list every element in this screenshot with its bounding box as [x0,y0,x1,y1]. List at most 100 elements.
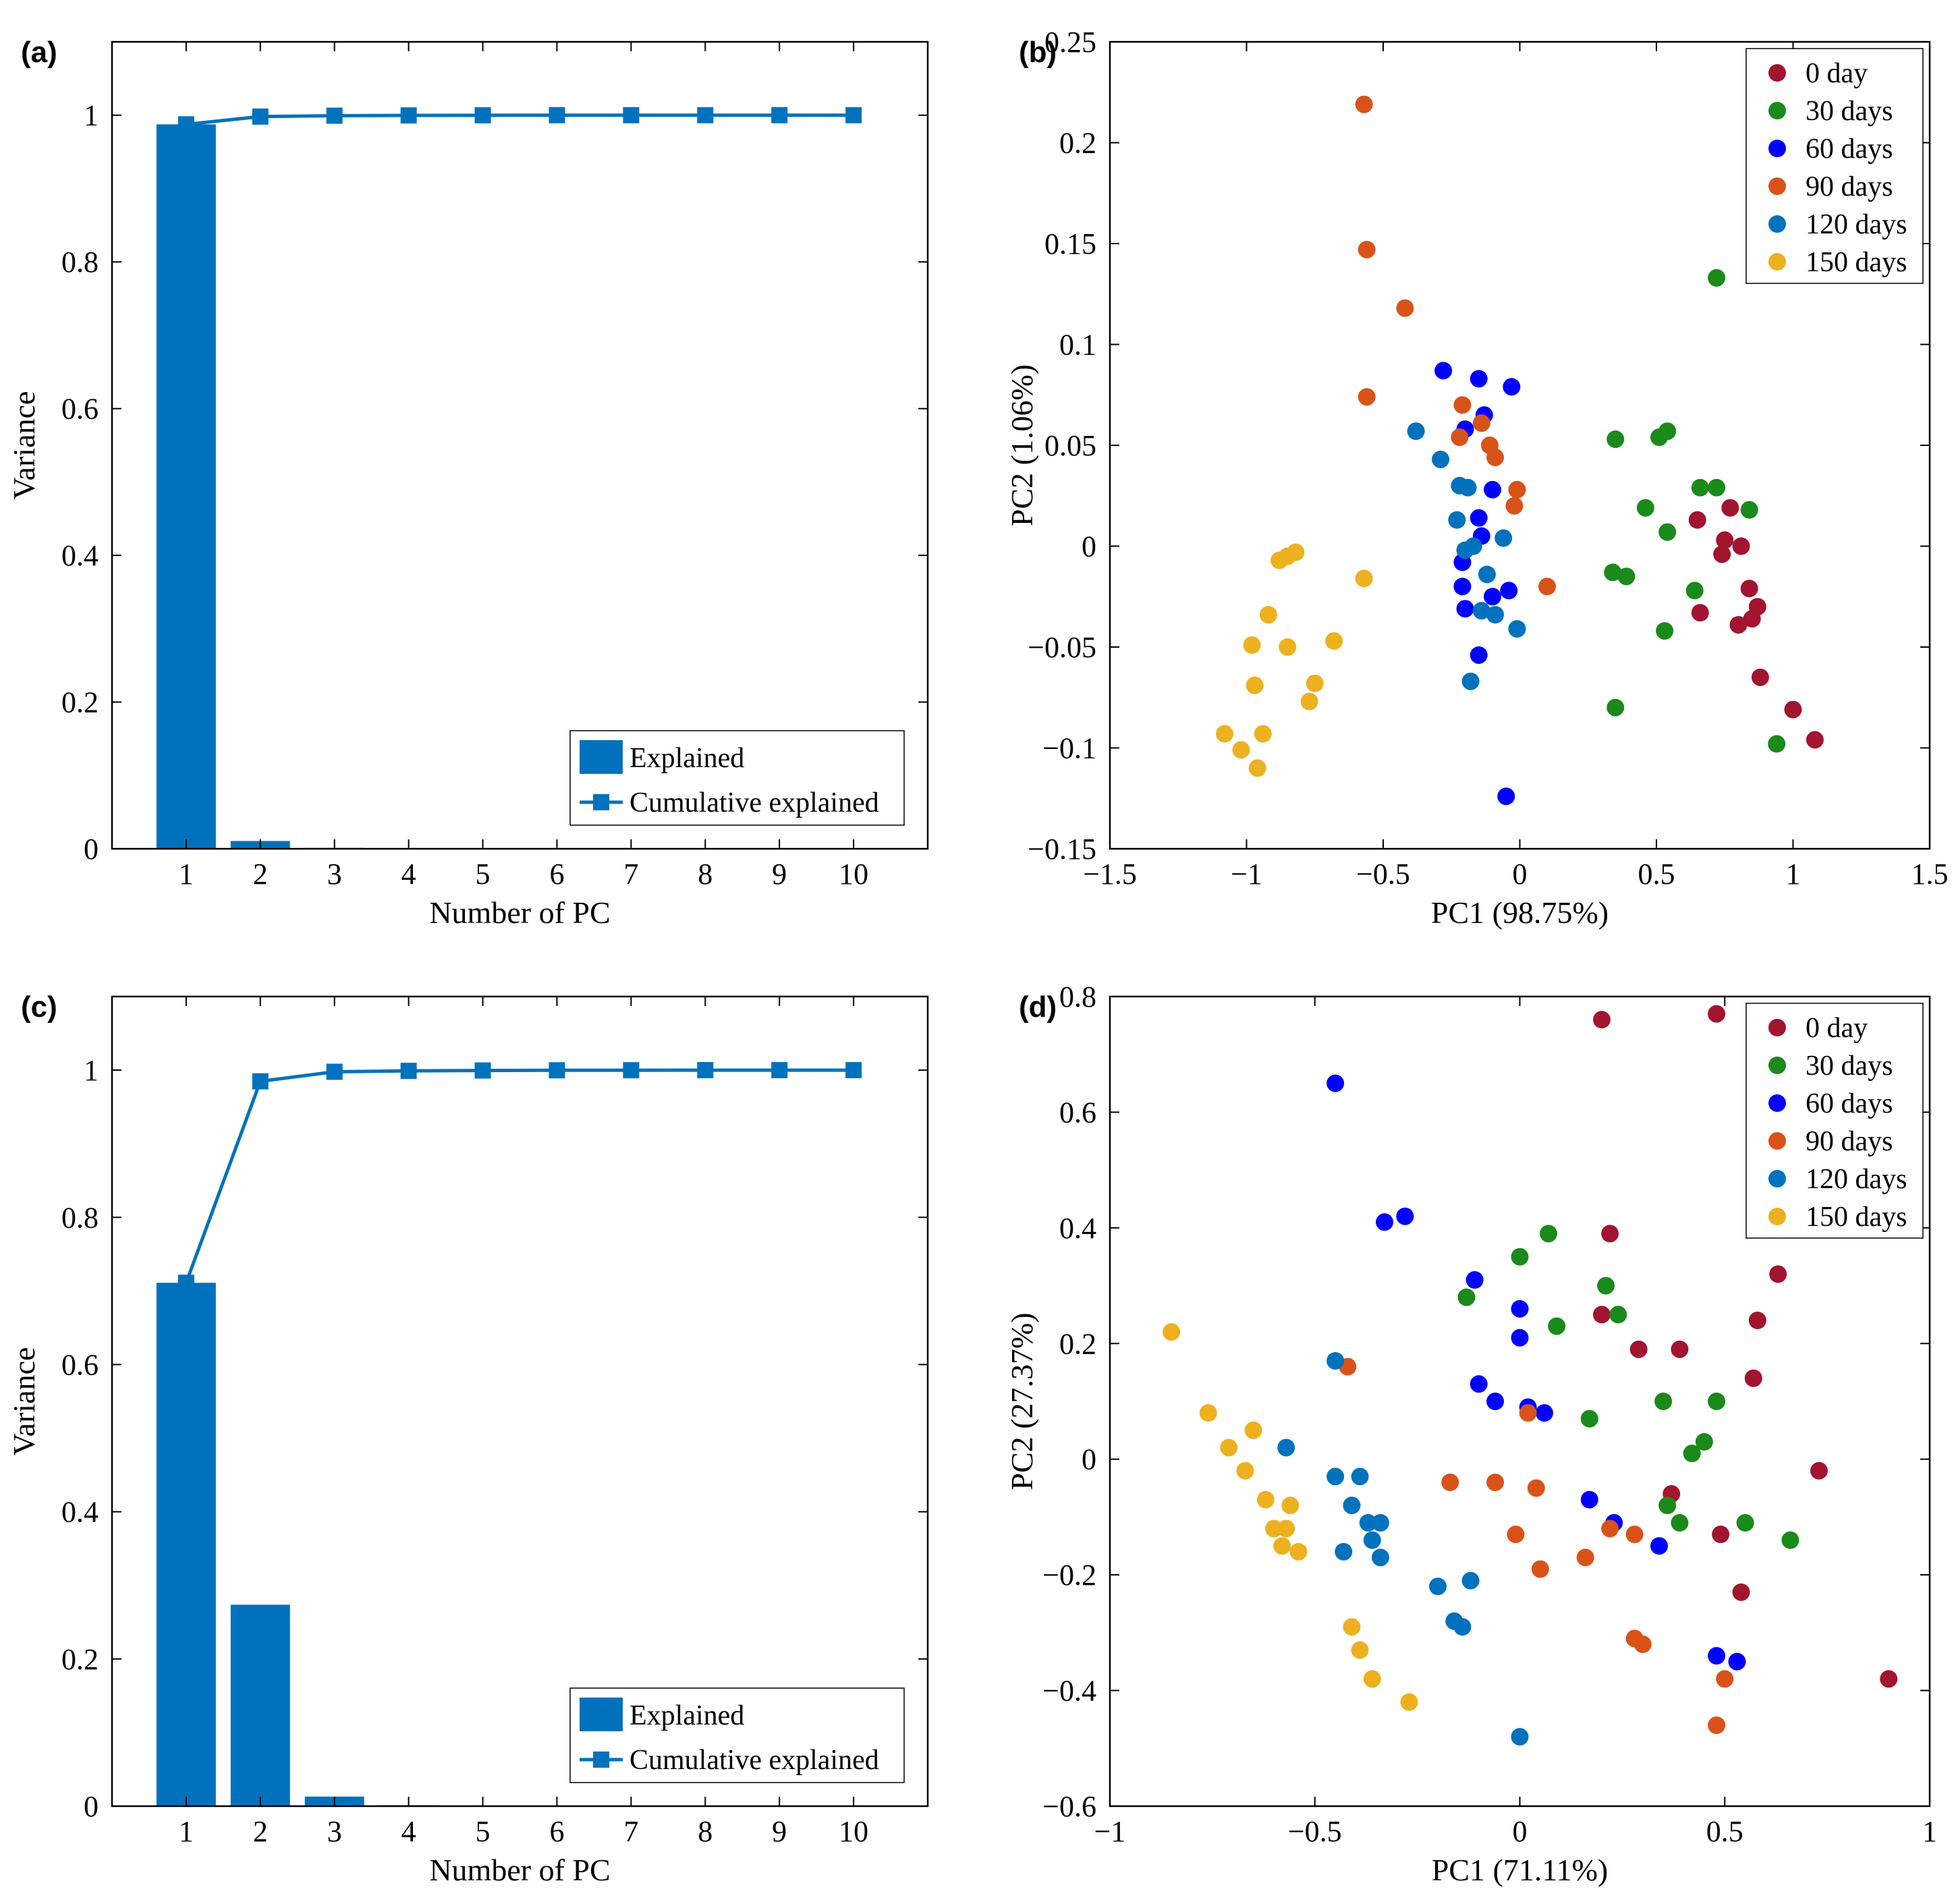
legend-marker-0-day [1768,1019,1786,1036]
data-point [1629,1340,1648,1358]
data-point [1606,698,1625,717]
x-tick-label: −1 [1231,858,1262,891]
data-point [1535,1404,1553,1422]
data-point [1335,1542,1353,1561]
data-point [1478,565,1496,584]
plot-frame-panel-c [111,995,929,1808]
data-point [1695,1433,1713,1451]
data-point [1470,646,1488,664]
data-point [1656,622,1674,640]
data-point [1671,1340,1689,1358]
data-point [1729,616,1748,634]
data-point [1691,478,1709,497]
data-point [1708,1716,1726,1734]
legend-box [569,1687,905,1783]
y-tick-label: 0 [84,833,99,866]
legend-label-150-days: 150 days [1806,1202,1907,1233]
data-point [1371,1548,1389,1567]
cumulative-marker-pc5 [474,1062,491,1079]
data-point [1326,1352,1345,1370]
y-tick-label: −0.2 [1042,1559,1096,1592]
legend-marker-120-days [1768,1170,1786,1187]
data-point [1654,1393,1673,1410]
data-point [1511,1328,1529,1347]
y-axis-title: Variance [7,391,41,500]
legend-box [1745,1003,1924,1239]
data-point [1300,692,1318,710]
data-point [1708,269,1726,287]
data-point [1453,1618,1472,1636]
legend-label-0-day: 0 day [1806,1013,1868,1044]
data-point [1363,1670,1381,1688]
data-point [1691,604,1709,622]
data-point [1708,1393,1726,1410]
cumulative-marker-pc4 [400,1063,417,1080]
data-point [1511,1299,1529,1318]
data-point [1326,1467,1345,1486]
data-point [1708,1005,1726,1023]
data-point [1359,1514,1377,1532]
data-point [1593,1306,1611,1324]
data-point [1743,610,1761,628]
x-tick-label: 6 [549,858,564,891]
data-point [1486,1474,1505,1491]
x-tick-label: 4 [401,1815,416,1848]
legend-marker-150-days [1768,253,1786,271]
legend-marker-30-days [1768,1057,1786,1074]
legend-label-120-days: 120 days [1806,1164,1907,1195]
data-point [1451,428,1469,447]
data-point [1768,735,1786,753]
cumulative-marker-pc9 [771,1062,788,1079]
data-point [1713,545,1731,563]
data-point [1461,672,1480,690]
data-point [1277,1519,1295,1538]
legend-swatch-explained [580,740,623,774]
x-tick-label: 1 [1922,1815,1937,1848]
x-tick-label: 9 [772,1815,787,1848]
cumulative-marker-pc6 [549,107,565,123]
series-90-days [1339,1357,1734,1734]
data-point [1625,1525,1644,1544]
x-tick-label: −1 [1094,1815,1126,1848]
data-point [1453,396,1472,414]
cumulative-line [186,113,854,126]
panel-label-d: (d) [1019,990,1057,1024]
y-tick-label: 0.1 [1059,329,1096,362]
legend-label-30-days: 30 days [1806,1051,1893,1082]
y-tick-label: 0 [1082,1443,1096,1476]
legend-label-60-days: 60 days [1806,1088,1893,1119]
x-tick-label: 10 [839,1815,868,1848]
panel-a-explained-variance: 1 2 3 4 5 6 7 8 9 10 0 0.2 0.4 0.6 0.8 1 Number of PC Var… [7,36,929,930]
legend-box [569,730,905,826]
data-point [1784,700,1802,719]
data-point [1606,430,1625,449]
data-point [1465,1271,1484,1289]
series-120-days [1407,422,1526,690]
series-0-day [1593,1005,1898,1688]
legend-marker-90-days [1768,1132,1786,1150]
data-point [1636,499,1654,517]
legend-marker-90-days [1768,177,1786,195]
data-point [1609,1306,1627,1324]
data-point [1456,600,1474,618]
data-point [1806,731,1824,749]
cumulative-marker-pc5 [474,107,491,123]
data-point [1256,1490,1275,1509]
series-60-days [1434,362,1521,806]
data-point [1400,1693,1418,1711]
data-point [1531,1560,1549,1578]
data-point [1248,759,1266,777]
data-point [1470,509,1488,527]
x-tick-label: 0.5 [1638,858,1675,891]
cumulative-marker-pc7 [623,1062,640,1079]
data-point [1407,422,1425,441]
data-point [1548,1317,1566,1335]
x-tick-label: 1 [179,858,194,891]
data-point [1538,578,1556,596]
legend-label-150-days: 150 days [1806,247,1907,278]
data-point [1441,1474,1459,1491]
legend: Explained Cumulative explained [569,730,905,826]
legend-label-cumulative: Cumulative explained [630,787,879,818]
